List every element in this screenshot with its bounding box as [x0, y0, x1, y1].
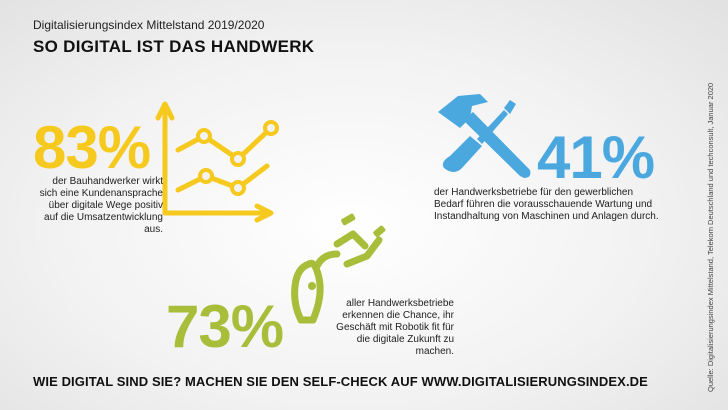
self-check-cta[interactable]: WIE DIGITAL SIND SIE? MACHEN SIE DEN SEL… [33, 374, 648, 389]
hammer-screwdriver-icon [438, 94, 531, 178]
stat-text-73: aller Handwerksbetriebe erkennen die Cha… [336, 298, 454, 357]
line-chart-icon [155, 101, 279, 223]
stat-value-73: 73% [166, 293, 284, 360]
subtitle: Digitalisierungsindex Mittelstand 2019/2… [33, 18, 265, 32]
stat-text-83: der Bauhandwerker wirkt sich eine Kunden… [39, 176, 163, 235]
source-note: Quelle: Digitalisierungsindex Mittelstan… [706, 82, 715, 392]
stat-value-83: 83% [33, 114, 151, 181]
stat-value-41: 41% [537, 124, 655, 191]
page-title: SO DIGITAL IST DAS HANDWERK [33, 37, 315, 56]
stat-text-41: der Handwerksbetriebe für den gewerblich… [434, 187, 659, 222]
robot-arm-icon [291, 213, 386, 324]
